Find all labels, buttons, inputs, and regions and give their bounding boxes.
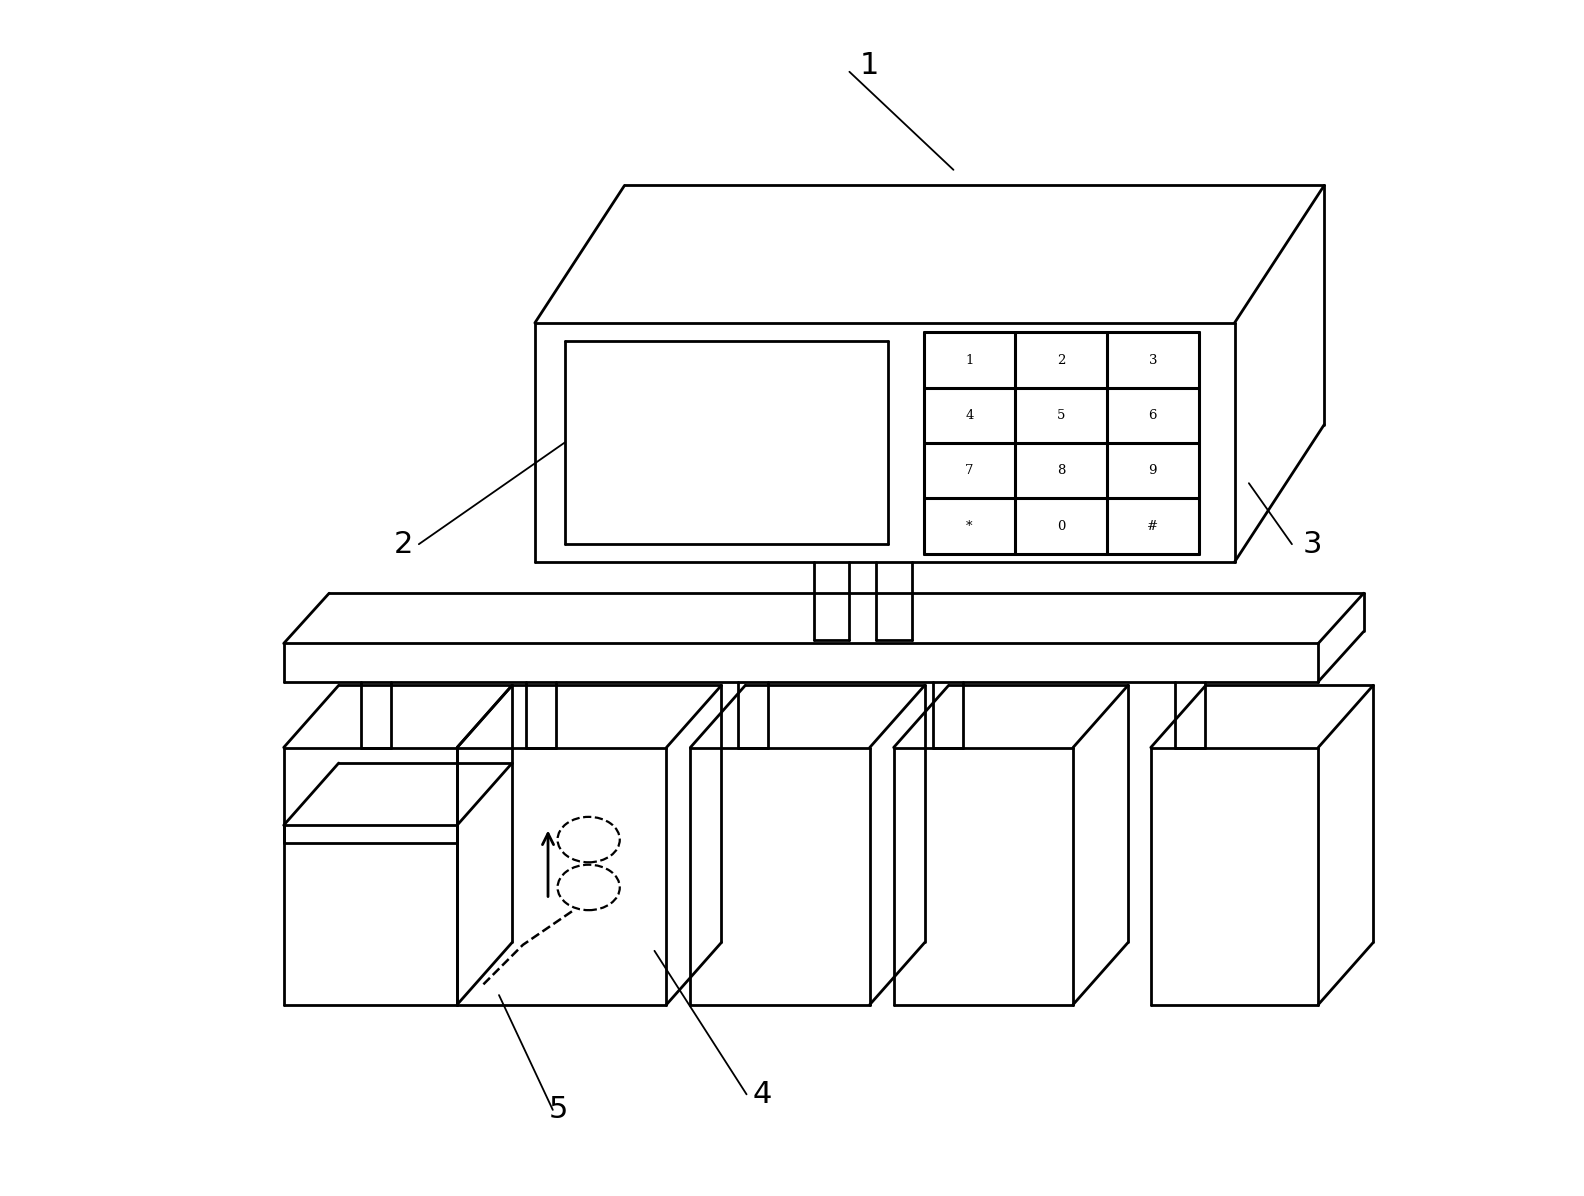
Text: 5: 5 <box>1057 409 1066 422</box>
Text: 1: 1 <box>860 51 879 80</box>
Text: 9: 9 <box>1148 464 1156 477</box>
Text: 6: 6 <box>1148 409 1156 422</box>
Text: 3: 3 <box>1302 530 1323 559</box>
Text: 8: 8 <box>1057 464 1066 477</box>
Text: 0: 0 <box>1057 519 1066 532</box>
Text: 2: 2 <box>393 530 413 559</box>
Text: *: * <box>966 519 973 532</box>
Text: 2: 2 <box>1057 354 1066 367</box>
Text: 7: 7 <box>965 464 974 477</box>
Text: #: # <box>1147 519 1158 532</box>
Text: 1: 1 <box>965 354 974 367</box>
Text: 5: 5 <box>550 1096 569 1124</box>
Text: 4: 4 <box>965 409 974 422</box>
Text: 4: 4 <box>752 1080 771 1109</box>
Text: 3: 3 <box>1148 354 1156 367</box>
